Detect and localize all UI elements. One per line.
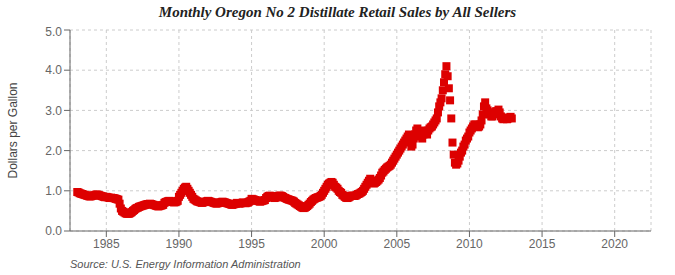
- html-text:Monthly Oregon No 2 Distillate: Monthly Oregon No 2 Distillate Retail Sa…: [158, 4, 517, 20]
- html-text:Source: U.S. Energy Informatio: Source: U.S. Energy Information Administ…: [70, 258, 301, 270]
- svg-text:1.0: 1.0: [45, 184, 62, 198]
- svg-text:5.0: 5.0: [45, 25, 62, 39]
- svg-text:Dollars per Gallon: Dollars per Gallon: [8, 82, 20, 178]
- svg-text:3.0: 3.0: [45, 104, 62, 118]
- svg-text:1995: 1995: [238, 237, 265, 251]
- svg-text:0.0: 0.0: [45, 224, 62, 238]
- svg-text:1990: 1990: [166, 237, 193, 251]
- svg-text:2010: 2010: [456, 237, 483, 251]
- svg-text:2.0: 2.0: [45, 144, 62, 158]
- svg-text:2020: 2020: [601, 237, 628, 251]
- svg-text:2000: 2000: [311, 237, 338, 251]
- svg-text:2005: 2005: [383, 237, 410, 251]
- svg-text:4.0: 4.0: [45, 63, 62, 77]
- svg-text:1985: 1985: [93, 237, 120, 251]
- svg-text:2015: 2015: [529, 237, 556, 251]
